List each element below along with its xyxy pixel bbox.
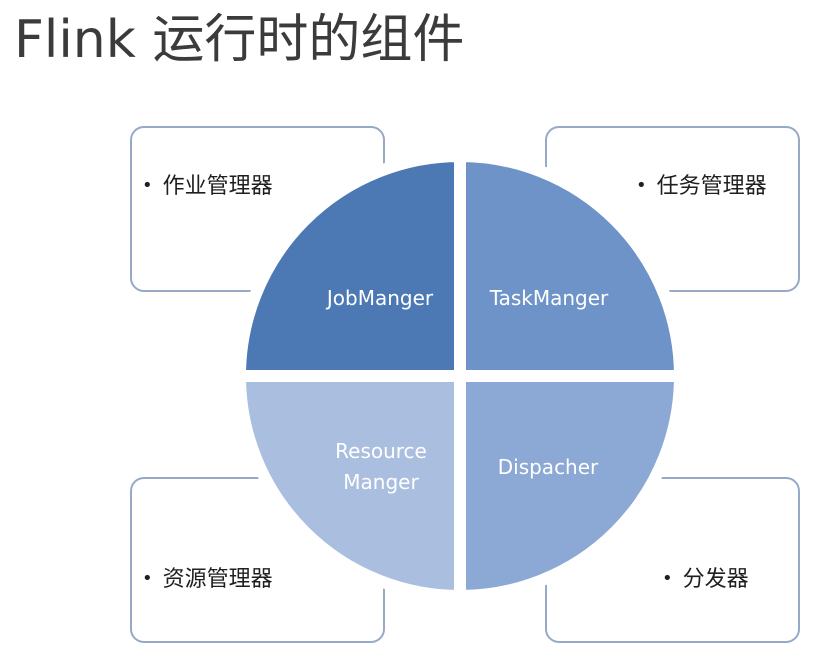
bullet-icon: • — [142, 568, 153, 589]
dispatcher-label: Dispacher — [498, 455, 599, 479]
taskmanager-description: • 任务管理器 — [636, 172, 767, 201]
jobmanager-quadrant — [233, 149, 466, 382]
taskmanager-description-text: 任务管理器 — [656, 174, 767, 199]
page-title: Flink 运行时的组件 — [14, 10, 465, 70]
resourcemanager-label-line2: Manger — [343, 470, 419, 494]
jobmanager-description-text: 作业管理器 — [162, 174, 273, 199]
bullet-icon: • — [636, 175, 647, 196]
dispatcher-description-text: 分发器 — [682, 567, 749, 592]
jobmanager-label: JobManger — [325, 286, 434, 310]
dispatcher-description: • 分发器 — [662, 565, 749, 594]
taskmanager-quadrant — [454, 149, 687, 382]
bullet-icon: • — [662, 568, 673, 589]
resourcemanager-description-text: 资源管理器 — [162, 567, 273, 592]
jobmanager-description: • 作业管理器 — [142, 172, 273, 201]
resourcemanager-description: • 资源管理器 — [142, 565, 273, 594]
bullet-icon: • — [142, 175, 153, 196]
taskmanager-label: TaskManger — [489, 286, 609, 310]
resourcemanager-quadrant — [233, 370, 466, 603]
dispatcher-quadrant — [454, 370, 687, 603]
resourcemanager-label-line1: Resource — [335, 439, 427, 463]
